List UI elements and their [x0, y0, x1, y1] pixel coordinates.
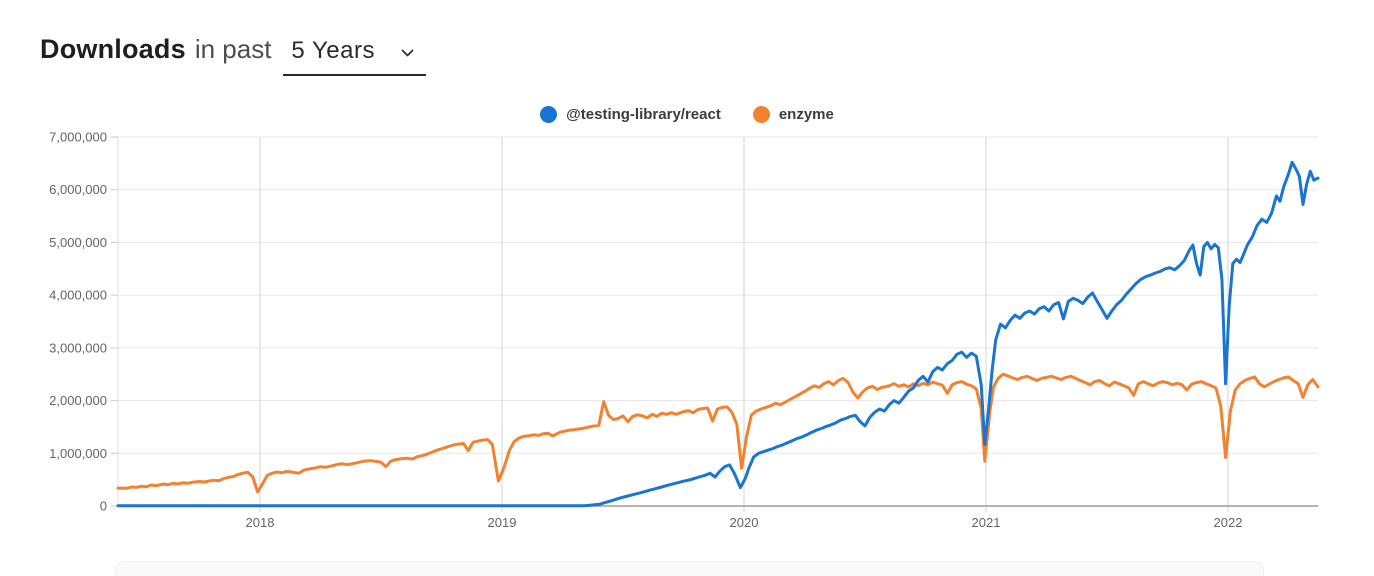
chevron-down-icon: [401, 45, 414, 63]
x-tick-label: 2022: [1214, 515, 1243, 530]
y-tick-label: 2,000,000: [49, 393, 107, 408]
page-title: Downloads: [40, 34, 186, 64]
y-tick-label: 4,000,000: [49, 288, 107, 303]
y-tick-label: 1,000,000: [49, 446, 107, 461]
legend-swatch: [540, 106, 558, 123]
x-tick-label: 2019: [488, 515, 517, 530]
x-tick-label: 2020: [730, 515, 759, 530]
y-tick-label: 6,000,000: [49, 182, 107, 197]
x-tick-label: 2018: [246, 515, 275, 530]
period-dropdown[interactable]: 5 Years: [283, 37, 426, 76]
series-line-enzyme[interactable]: [116, 372, 1320, 494]
page-header: Downloads in past 5 Years: [40, 34, 426, 76]
series-line-testing-library-react[interactable]: [116, 160, 1320, 508]
x-tick-label: 2021: [972, 515, 1001, 530]
legend-swatch: [752, 106, 770, 123]
legend-item-enzyme[interactable]: enzyme: [752, 106, 834, 123]
legend-label: enzyme: [778, 106, 834, 123]
y-tick-label: 7,000,000: [49, 130, 107, 145]
chart-legend: @testing-library/react enzyme: [0, 106, 1374, 123]
y-tick-label: 0: [100, 499, 107, 514]
legend-label: @testing-library/react: [566, 106, 721, 123]
legend-item-testing-library-react[interactable]: @testing-library/react: [540, 106, 721, 123]
y-tick-label: 3,000,000: [49, 340, 107, 355]
next-section-card-edge: [115, 561, 1264, 576]
period-dropdown-value: 5 Years: [291, 37, 375, 64]
page-title-suffix: in past: [194, 34, 272, 64]
y-tick-label: 5,000,000: [49, 235, 107, 250]
